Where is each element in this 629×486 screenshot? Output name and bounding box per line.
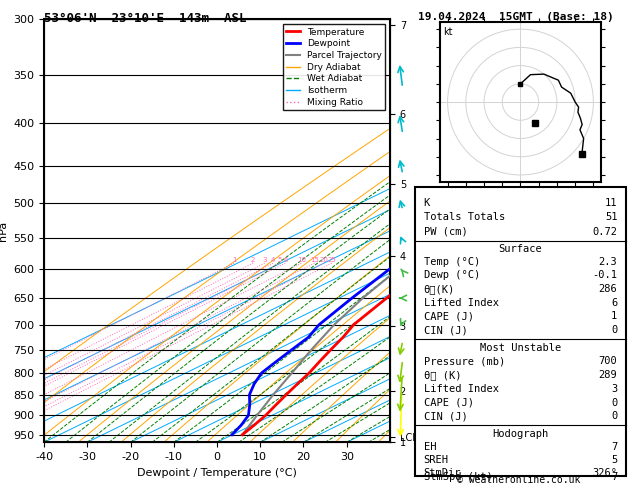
Text: EH: EH <box>423 442 436 452</box>
Text: -0.1: -0.1 <box>593 270 618 280</box>
X-axis label: Dewpoint / Temperature (°C): Dewpoint / Temperature (°C) <box>137 468 297 478</box>
Text: 326°: 326° <box>593 469 618 478</box>
Text: CIN (J): CIN (J) <box>423 325 467 335</box>
Text: 20: 20 <box>320 257 328 263</box>
Text: PW (cm): PW (cm) <box>423 227 467 237</box>
Text: Lifted Index: Lifted Index <box>423 298 499 308</box>
Text: 5: 5 <box>611 455 618 466</box>
Text: 10: 10 <box>297 257 306 263</box>
Text: 0: 0 <box>611 325 618 335</box>
Text: 2: 2 <box>251 257 255 263</box>
Text: 51: 51 <box>605 212 618 223</box>
Text: StmDir: StmDir <box>423 469 461 478</box>
Text: kt: kt <box>443 27 453 36</box>
Text: 700: 700 <box>599 356 618 366</box>
Text: Totals Totals: Totals Totals <box>423 212 505 223</box>
Text: © weatheronline.co.uk: © weatheronline.co.uk <box>457 475 581 485</box>
Text: Lifted Index: Lifted Index <box>423 384 499 394</box>
Legend: Temperature, Dewpoint, Parcel Trajectory, Dry Adiabat, Wet Adiabat, Isotherm, Mi: Temperature, Dewpoint, Parcel Trajectory… <box>282 24 386 110</box>
Text: CIN (J): CIN (J) <box>423 412 467 421</box>
Text: StmSpd (kt): StmSpd (kt) <box>423 472 493 483</box>
Text: 3: 3 <box>611 384 618 394</box>
Text: 53°06'N  23°10'E  143m  ASL: 53°06'N 23°10'E 143m ASL <box>44 12 247 25</box>
Text: 11: 11 <box>605 198 618 208</box>
Text: θᴄ (K): θᴄ (K) <box>423 370 461 380</box>
Text: θᴄ(K): θᴄ(K) <box>423 284 455 294</box>
Y-axis label: km
ASL: km ASL <box>420 222 442 240</box>
Y-axis label: hPa: hPa <box>0 221 8 241</box>
Text: 6: 6 <box>611 298 618 308</box>
Text: 1: 1 <box>611 312 618 321</box>
Text: 4: 4 <box>271 257 276 263</box>
Text: 1: 1 <box>232 257 237 263</box>
Text: Dewp (°C): Dewp (°C) <box>423 270 480 280</box>
Text: 286: 286 <box>599 284 618 294</box>
Text: 15: 15 <box>310 257 319 263</box>
Text: 2.3: 2.3 <box>599 257 618 267</box>
Text: 3: 3 <box>262 257 267 263</box>
Text: Surface: Surface <box>499 244 542 254</box>
Text: SREH: SREH <box>423 455 448 466</box>
Text: Most Unstable: Most Unstable <box>480 343 561 353</box>
Text: K: K <box>423 198 430 208</box>
Text: CAPE (J): CAPE (J) <box>423 398 474 408</box>
Text: 0: 0 <box>611 412 618 421</box>
Text: 19.04.2024  15GMT  (Base: 18): 19.04.2024 15GMT (Base: 18) <box>418 12 614 22</box>
Text: CAPE (J): CAPE (J) <box>423 312 474 321</box>
Text: 5: 5 <box>277 257 282 263</box>
Text: 0.72: 0.72 <box>593 227 618 237</box>
Text: 0: 0 <box>611 398 618 408</box>
Text: 25: 25 <box>327 257 336 263</box>
Text: 7: 7 <box>611 472 618 483</box>
Text: Temp (°C): Temp (°C) <box>423 257 480 267</box>
Text: Hodograph: Hodograph <box>493 429 548 439</box>
Text: 289: 289 <box>599 370 618 380</box>
Text: Pressure (mb): Pressure (mb) <box>423 356 505 366</box>
Text: 7: 7 <box>611 442 618 452</box>
Text: 6: 6 <box>283 257 287 263</box>
